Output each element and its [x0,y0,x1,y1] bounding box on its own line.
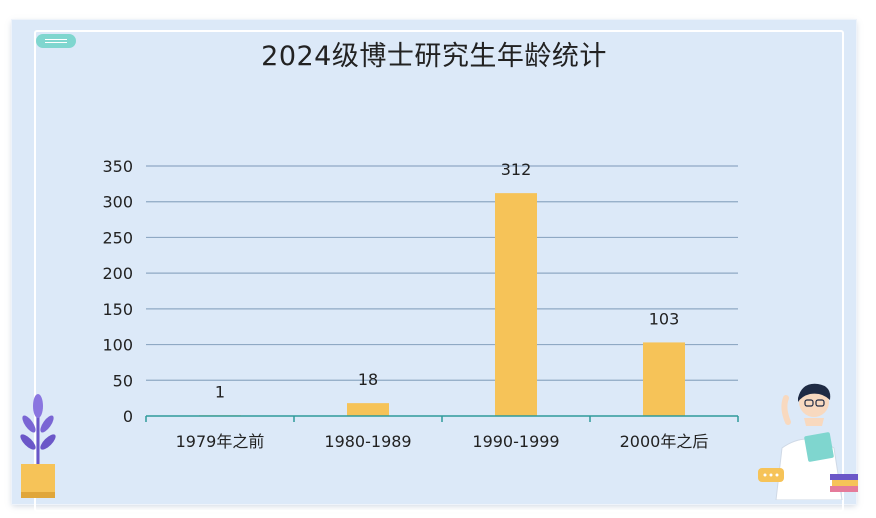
y-tick-label: 300 [102,193,133,212]
plant-icon [20,394,56,498]
gridlines [146,165,738,381]
y-axis-ticks: 0 50 100 150 200 250 300 350 [102,157,133,426]
data-label: 18 [358,370,378,389]
y-tick-label: 350 [102,157,133,176]
y-tick-label: 150 [102,300,133,319]
y-tick-label: 50 [113,371,133,390]
data-label: 312 [501,160,532,179]
slide-frame: 2024级博士研究生年龄统计 [12,20,856,512]
bar [643,342,685,416]
y-tick-label: 100 [102,336,133,355]
data-labels: 1 18 312 103 [215,160,679,401]
x-tick-label: 1980-1989 [324,432,411,451]
chart-title: 2024级博士研究生年龄统计 [261,41,607,72]
teacher-illustration [758,383,858,500]
data-label: 1 [215,382,225,401]
y-tick-label: 0 [123,407,133,426]
data-label: 103 [649,309,680,328]
bar [347,403,389,416]
bars [199,193,685,416]
y-tick-label: 250 [102,228,133,247]
bar [495,193,537,416]
x-tick-label: 1990-1999 [472,432,559,451]
inner-border [34,30,844,512]
y-tick-label: 200 [102,264,133,283]
x-tick-label: 2000年之后 [620,432,709,451]
x-tick-label: 1979年之前 [176,432,265,451]
menu-tag-icon [36,34,76,48]
x-axis: 1979年之前 1980-1989 1990-1999 2000年之后 [145,415,739,451]
